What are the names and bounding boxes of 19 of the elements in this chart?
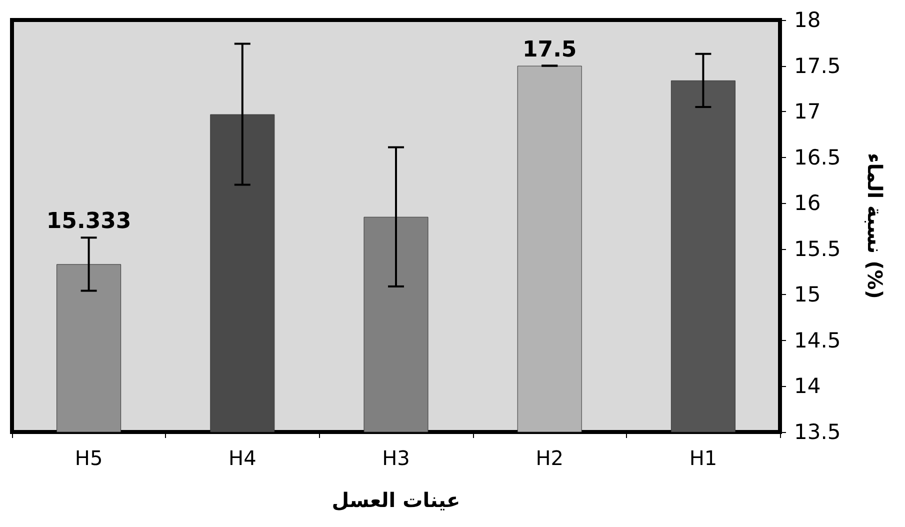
- y-tick-label: 17.5: [794, 54, 841, 78]
- y-tick-label: 15.5: [794, 236, 841, 261]
- y-tick-label: 17: [794, 100, 821, 124]
- x-tick-label: H1: [689, 446, 718, 470]
- x-tick-label: H5: [74, 446, 103, 470]
- y-axis-title: نسبة الماء (%): [863, 153, 887, 299]
- data-label: 17.5: [522, 37, 577, 62]
- x-tick-label: H2: [536, 446, 564, 470]
- x-axis-title: عينات العسل: [332, 488, 460, 512]
- y-tick-label: 14.5: [794, 328, 841, 352]
- y-tick-label: 16: [794, 191, 821, 216]
- y-tick-label: 18: [794, 8, 821, 32]
- y-tick-label: 15: [794, 282, 821, 307]
- y-tick-label: 14: [794, 374, 821, 398]
- x-tick-label: H3: [382, 446, 410, 470]
- y-tick-label: 16.5: [794, 145, 841, 170]
- y-tick-label: 13.5: [794, 420, 841, 444]
- data-label: 15.333: [46, 209, 132, 234]
- x-tick-label: H4: [228, 446, 256, 470]
